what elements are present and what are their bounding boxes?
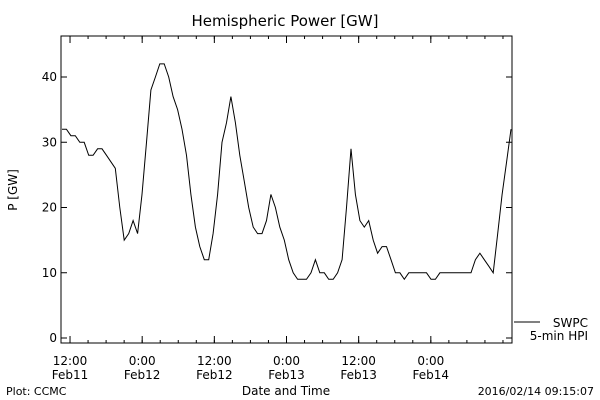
x-tick-time: 0:00 (273, 354, 300, 368)
x-tick-time: 12:00 (197, 354, 232, 368)
footer-timestamp: 2016/02/14 09:15:07 (478, 385, 594, 398)
series-line-0 (62, 63, 512, 281)
y-tick-label: 0 (49, 331, 57, 345)
x-tick-date: Feb12 (196, 368, 233, 382)
plot-frame (60, 35, 513, 344)
y-tick-label: 10 (42, 266, 57, 280)
legend-entry-swpc: SWPC (553, 316, 588, 330)
chart-title: Hemispheric Power [GW] (192, 12, 379, 30)
y-tick-label: 40 (42, 70, 57, 84)
x-tick-date: Feb14 (413, 368, 450, 382)
legend: SWPC 5-min HPI (514, 316, 588, 343)
series-layer (62, 63, 512, 281)
x-tick-time: 0:00 (129, 354, 156, 368)
x-tick-date: Feb13 (340, 368, 377, 382)
x-tick-date: Feb13 (268, 368, 305, 382)
x-tick-time: 12:00 (53, 354, 88, 368)
x-tick-time: 0:00 (417, 354, 444, 368)
x-axis-label: Date and Time (242, 384, 330, 398)
y-tick-label: 30 (42, 135, 57, 149)
legend-entry-hpi: 5-min HPI (530, 329, 588, 343)
y-tick-label: 20 (42, 201, 57, 215)
x-axis: 12:00Feb110:00Feb1212:00Feb120:00Feb1312… (52, 36, 504, 382)
y-axis-label: P [GW] (6, 169, 20, 211)
x-tick-date: Feb12 (124, 368, 161, 382)
y-axis: 0 10 20 30 40 (42, 70, 512, 345)
footer-plot-credit: Plot: CCMC (6, 385, 67, 398)
x-tick-time: 12:00 (341, 354, 376, 368)
x-tick-date: Feb11 (52, 368, 89, 382)
